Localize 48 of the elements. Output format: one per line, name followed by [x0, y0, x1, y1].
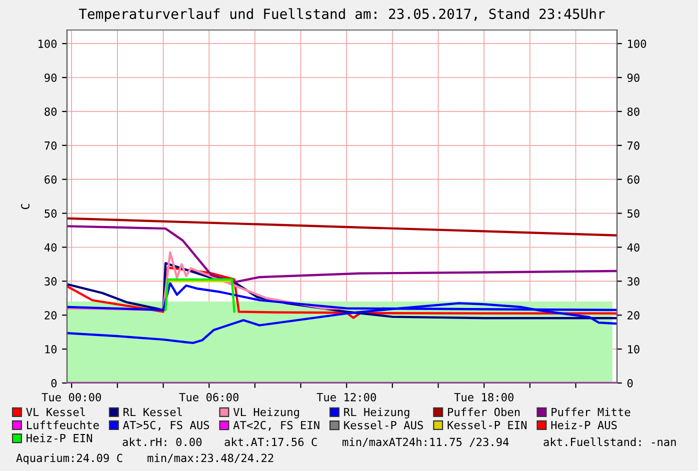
- legend-label: RL Heizung: [344, 408, 410, 418]
- y-tick-label: 0: [51, 379, 57, 388]
- text: min/maxAT24h:11.75 /23.94: [342, 438, 509, 448]
- y-axis-title: C: [21, 204, 30, 210]
- legend-label: Luftfeuchte: [27, 420, 99, 430]
- legend-label: Heiz-P AUS: [551, 420, 617, 430]
- y-tick-label: 70: [44, 141, 57, 150]
- x-tick-label: Tue 06:00: [179, 392, 238, 402]
- y2-tick-label: 100: [628, 40, 646, 48]
- text: akt.AT:17.56 C: [224, 438, 317, 446]
- text: akt.rH: 0.00: [122, 438, 202, 446]
- legend-label: Kessel-P EIN: [448, 420, 526, 430]
- y-tick-label: 30: [44, 277, 57, 286]
- y2-tick-label: 80: [627, 107, 640, 116]
- y-tick-label: 100: [38, 40, 57, 48]
- y2-tick-label: 70: [627, 141, 640, 150]
- y2-tick-label: 50: [628, 209, 640, 218]
- y-tick-label: 40: [44, 243, 57, 252]
- y-tick-label: 80: [44, 107, 57, 116]
- x-tick-label: Tue 12:00: [316, 392, 376, 402]
- text: Aquarium:24.09 C: [16, 454, 122, 464]
- legend-label: VL Kessel: [26, 408, 85, 416]
- legend-label: AT>5C, FS AUS: [122, 420, 210, 431]
- y2-tick-label: 60: [627, 175, 640, 184]
- legend-label: Puffer Oben: [448, 408, 520, 416]
- y2-tick-label: 30: [627, 277, 640, 286]
- legend-label: Kessel-P AUS: [344, 420, 423, 430]
- line-series: [67, 225, 617, 284]
- chart-title: Temperaturverlauf und Fuellstand am: 23.05.2017, Stand 23:45Uhr: [78, 8, 605, 22]
- legend-label: Heiz-P EIN: [26, 434, 92, 442]
- y-tick-label: 10: [45, 345, 57, 354]
- y2-tick-label: 0: [627, 379, 633, 388]
- y2-tick-label: 90: [627, 74, 640, 82]
- legend-label: RL Kessel: [124, 408, 182, 416]
- y-tick-label: 50: [44, 209, 57, 218]
- y-tick-label: 20: [44, 311, 57, 320]
- y2-tick-label: 20: [628, 311, 640, 320]
- legend-label: AT<2C, FS EIN: [233, 420, 320, 431]
- y-tick-label: 90: [44, 74, 57, 82]
- legend-label: Puffer Mitte: [552, 408, 630, 416]
- y-tick-label: 60: [44, 175, 57, 184]
- y2-tick-label: 40: [627, 243, 640, 252]
- x-tick-label: Tue 18:00: [454, 392, 514, 402]
- text: akt.Fuellstand: -nan: [544, 438, 676, 446]
- y2-tick-label: 10: [628, 345, 640, 354]
- legend-label: VL Heizung: [233, 408, 299, 418]
- text: min/max:23.48/24.22: [148, 454, 274, 464]
- x-tick-label: Tue 00:00: [42, 392, 101, 402]
